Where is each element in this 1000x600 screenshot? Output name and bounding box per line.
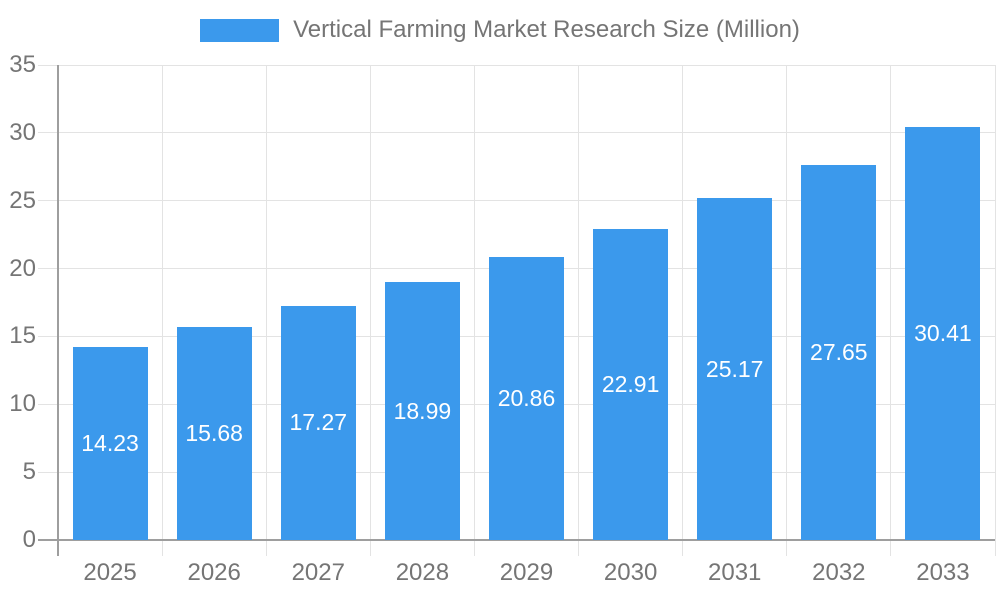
bar-value-label: 25.17: [705, 355, 764, 382]
x-gridline: [786, 65, 788, 556]
y-axis-tick-label: 15: [9, 322, 36, 350]
x-axis-tick-label: 2030: [603, 559, 658, 586]
bar-value-label: 18.99: [393, 397, 452, 424]
bar-2028[interactable]: 18.99: [384, 282, 460, 540]
legend-swatch-icon: [200, 18, 280, 42]
x-gridline: [265, 65, 267, 556]
bar-2030[interactable]: 22.91: [593, 229, 669, 540]
bar-value-label: 20.86: [497, 384, 556, 411]
bar-2029[interactable]: 20.86: [489, 256, 564, 540]
x-gridline: [890, 65, 892, 556]
x-gridline: [682, 65, 684, 556]
bar-2025[interactable]: 14.23: [72, 346, 148, 540]
x-axis-tick-label: 2032: [812, 559, 866, 586]
x-axis-tick-label: 2033: [916, 559, 970, 586]
x-gridline: [473, 65, 475, 556]
bar-2032[interactable]: 27.65: [801, 164, 877, 540]
y-gridline: [38, 64, 995, 66]
y-axis-tick-label: 0: [22, 526, 36, 553]
y-axis-tick-label: 25: [9, 186, 36, 214]
bar-2027[interactable]: 17.27: [280, 305, 356, 540]
bar-value-label: 14.23: [81, 429, 139, 456]
y-axis-tick-label: 5: [22, 458, 36, 486]
x-axis-tick-label: 2026: [187, 559, 241, 586]
x-gridline: [161, 65, 163, 556]
x-axis-tick-label: 2028: [395, 559, 450, 586]
y-axis-line: [57, 65, 59, 556]
y-gridline: [38, 200, 995, 202]
x-axis-line: [38, 539, 995, 541]
y-axis-tick-label: 35: [9, 51, 36, 78]
bar-value-label: 22.91: [601, 371, 660, 398]
bar-value-label: 17.27: [289, 409, 348, 436]
y-axis-tick-label: 10: [9, 390, 36, 418]
x-axis-tick-label: 2031: [708, 559, 762, 586]
bar-2031[interactable]: 25.17: [697, 198, 773, 540]
legend-label: Vertical Farming Market Research Size (M…: [293, 16, 800, 43]
bar-value-label: 15.68: [185, 420, 243, 447]
x-gridline: [994, 65, 996, 556]
x-gridline: [578, 65, 580, 556]
x-axis-tick-label: 2029: [499, 559, 554, 586]
x-axis-tick-label: 2027: [291, 559, 345, 586]
y-axis-tick-label: 30: [9, 118, 36, 146]
bar-2026[interactable]: 15.68: [176, 327, 252, 540]
y-gridline: [38, 132, 995, 134]
bar-value-label: 27.65: [810, 338, 868, 365]
bar-value-label: 30.41: [914, 320, 972, 347]
y-axis-tick-label: 20: [9, 254, 36, 282]
legend-item[interactable]: Vertical Farming Market Research Size (M…: [200, 16, 800, 44]
x-gridline: [369, 65, 371, 556]
x-axis-tick-label: 2025: [83, 559, 137, 586]
legend: Vertical Farming Market Research Size (M…: [0, 12, 1000, 48]
bar-2033[interactable]: 30.41: [905, 127, 981, 540]
